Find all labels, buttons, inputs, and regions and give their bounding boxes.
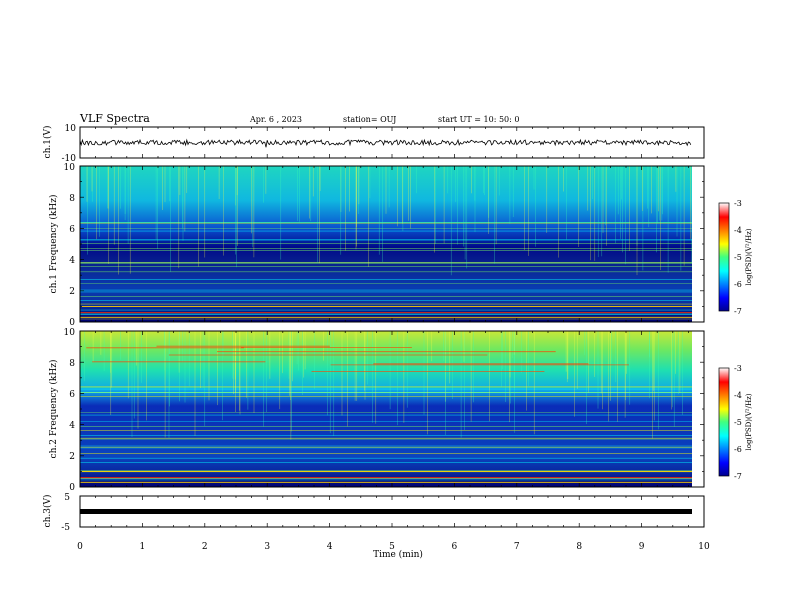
ch2-spectrogram-lines	[80, 331, 692, 483]
ch1-spectrogram-lines	[80, 166, 692, 320]
x-axis-label: Time (min)	[373, 549, 423, 560]
ch2-freq-tick-6: 6	[69, 390, 75, 400]
x-tick-label: 7	[514, 542, 520, 552]
ch1-freq-tick-6: 6	[69, 225, 75, 235]
x-tick-label: 1	[140, 542, 146, 552]
ch2-cbar-tick-3: -5	[734, 418, 742, 427]
x-tick-label: 10	[698, 542, 710, 552]
ch1-freq-tick-4: 4	[69, 256, 75, 266]
figure-title: VLF Spectra	[79, 112, 150, 125]
ch2-spectrogram-panel: 0 2 4 6 8 10 ch.2 Frequency (kHz) -3 -4 …	[48, 328, 753, 493]
ch1-spectrogram-ylabel: ch.1 Frequency (kHz)	[48, 195, 59, 294]
ch2-spectrogram-ylabel: ch.2 Frequency (kHz)	[48, 360, 59, 459]
x-tick-label: 8	[576, 542, 582, 552]
ch1-colorbar-label: log(PSD)(V²/Hz)	[745, 228, 753, 285]
ch1-cbar-tick-top: -3	[734, 199, 742, 208]
ch1-cbar-tick-4: -6	[734, 280, 742, 289]
x-tick-label: 3	[264, 542, 270, 552]
ch3-waveform-line	[80, 509, 692, 514]
ch2-cbar-tick-2: -4	[734, 391, 742, 400]
ch2-colorbar-label: log(PSD)(V²/Hz)	[745, 393, 753, 450]
ch1-spectrogram-panel: 0 2 4 6 8 10 ch.1 Frequency (kHz) -3 -4 …	[48, 163, 753, 328]
x-tick-label: 9	[639, 542, 645, 552]
axis-ticks	[79, 127, 705, 527]
ch1-freq-tick-0: 0	[69, 318, 75, 328]
x-tick-label: 4	[327, 542, 333, 552]
ch2-cbar-tick-4: -6	[734, 445, 742, 454]
ch1-waveform-ylabel: ch.1(V)	[42, 126, 53, 159]
x-axis-tick-labels: 0 1 2 3 4 5 6 7 8 9 10	[77, 542, 710, 552]
start-ut-label: start UT = 10: 50: 0	[438, 115, 519, 124]
ch1-cbar-tick-3: -5	[734, 253, 742, 262]
ch3-waveform-panel: 5 -5 ch.3(V)	[42, 493, 705, 533]
ch2-cbar-tick-top: -3	[734, 364, 742, 373]
x-tick-label: 6	[452, 542, 458, 552]
ch1-freq-tick-2: 2	[69, 287, 75, 297]
ch2-freq-tick-4: 4	[69, 421, 75, 431]
x-tick-label: 5	[389, 542, 395, 552]
ch1-ytick-bottom: -10	[62, 154, 77, 164]
ch2-cbar-tick-bottom: -7	[734, 472, 742, 481]
ch2-freq-tick-0: 0	[69, 483, 75, 493]
x-tick-label: 0	[77, 542, 83, 552]
ch1-colorbar	[718, 202, 730, 312]
ch1-cbar-tick-2: -4	[734, 226, 742, 235]
date-label: Apr. 6 , 2023	[249, 115, 302, 124]
station-label: station= OUJ	[343, 115, 396, 124]
ch3-waveform-ylabel: ch.3(V)	[42, 495, 53, 528]
x-tick-label: 2	[202, 542, 208, 552]
ch2-freq-tick-8: 8	[69, 359, 75, 369]
ch1-freq-tick-10: 10	[64, 163, 76, 173]
ch1-ytick-top: 10	[65, 124, 77, 134]
ch2-freq-tick-2: 2	[69, 452, 75, 462]
ch1-waveform-line	[79, 138, 692, 148]
ch1-waveform-panel: 10 -10 ch.1(V)	[42, 124, 705, 164]
ch2-freq-tick-10: 10	[64, 328, 76, 338]
ch1-freq-tick-8: 8	[69, 194, 75, 204]
ch2-spectrogram-image	[80, 331, 692, 487]
ch3-ytick-bottom: -5	[61, 523, 70, 533]
ch3-ytick-top: 5	[64, 493, 70, 503]
ch2-colorbar	[718, 367, 730, 477]
ch1-cbar-tick-bottom: -7	[734, 307, 742, 316]
